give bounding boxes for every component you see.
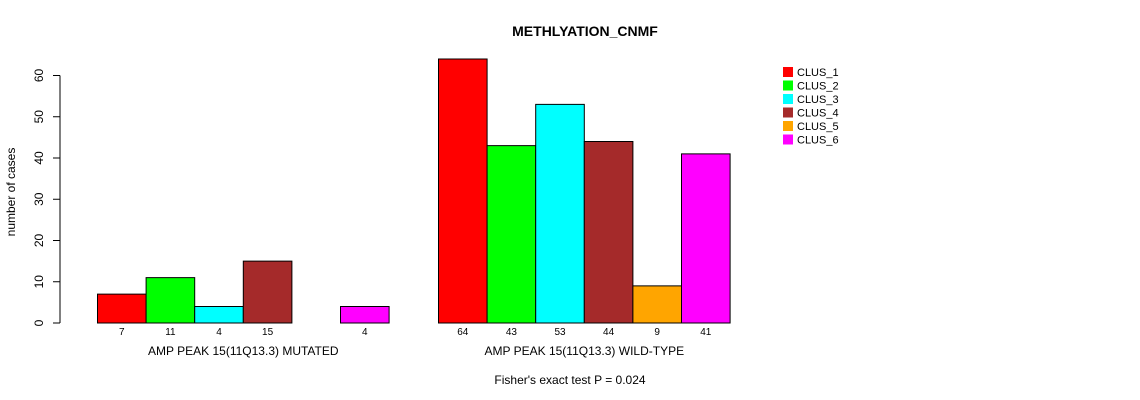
y-axis: 0 10 20 30 40 50 60 xyxy=(32,69,61,326)
bar xyxy=(145,277,196,324)
fisher-test-note: Fisher's exact test P = 0.024 xyxy=(494,373,645,387)
bar-count-label: 53 xyxy=(554,327,566,338)
bar-count-label: 11 xyxy=(165,327,176,338)
legend-label: CLUS_6 xyxy=(797,135,839,147)
bar-count-label: 9 xyxy=(654,327,660,338)
bar-count-label: 4 xyxy=(362,327,368,338)
legend-swatch xyxy=(783,107,793,118)
legend-label: CLUS_5 xyxy=(797,121,839,133)
y-tick-label: 20 xyxy=(32,234,46,248)
y-tick-label: 50 xyxy=(32,110,46,124)
bar-count-label: 4 xyxy=(216,327,222,338)
bar-count-label: 7 xyxy=(119,327,125,338)
bar xyxy=(535,103,585,324)
legend-swatch xyxy=(783,67,793,77)
y-tick-label: 40 xyxy=(32,151,46,165)
legend-label: CLUS_3 xyxy=(797,94,839,106)
legend-swatch xyxy=(783,80,793,91)
legend-label: CLUS_1 xyxy=(797,67,839,79)
y-axis-title: number of cases xyxy=(4,148,18,237)
y-tick-label: 10 xyxy=(32,275,46,289)
group-label: AMP PEAK 15(11Q13.3) MUTATED xyxy=(148,344,339,358)
bar-count-label: 41 xyxy=(700,327,712,338)
bar xyxy=(194,306,244,324)
legend-swatch xyxy=(783,121,793,131)
bar xyxy=(340,306,390,324)
bar-count-label: 64 xyxy=(457,327,469,338)
bar xyxy=(681,153,731,324)
bar-count-label: 44 xyxy=(603,327,615,338)
legend-label: CLUS_4 xyxy=(797,108,839,120)
bars: 7 11 4 15 4 AMP PEAK 15(11Q13.3) MUTATED 64 43 5… xyxy=(97,58,731,358)
bar xyxy=(632,285,683,324)
bar xyxy=(242,260,293,324)
y-tick-label: 30 xyxy=(32,192,46,206)
bar xyxy=(486,145,537,324)
chart-title: METHLYATION_CNMF xyxy=(512,23,658,39)
legend-label: CLUS_2 xyxy=(797,81,839,93)
legend-swatch xyxy=(783,94,793,104)
y-tick-label: 60 xyxy=(32,69,46,83)
bar-count-label: 15 xyxy=(262,327,274,338)
bar xyxy=(97,293,147,324)
bar xyxy=(438,58,488,324)
bar xyxy=(583,141,634,324)
group-label: AMP PEAK 15(11Q13.3) WILD-TYPE xyxy=(484,344,684,358)
y-tick-label: 0 xyxy=(32,319,46,326)
legend-swatch xyxy=(783,134,793,145)
bar-count-label: 43 xyxy=(506,327,518,338)
